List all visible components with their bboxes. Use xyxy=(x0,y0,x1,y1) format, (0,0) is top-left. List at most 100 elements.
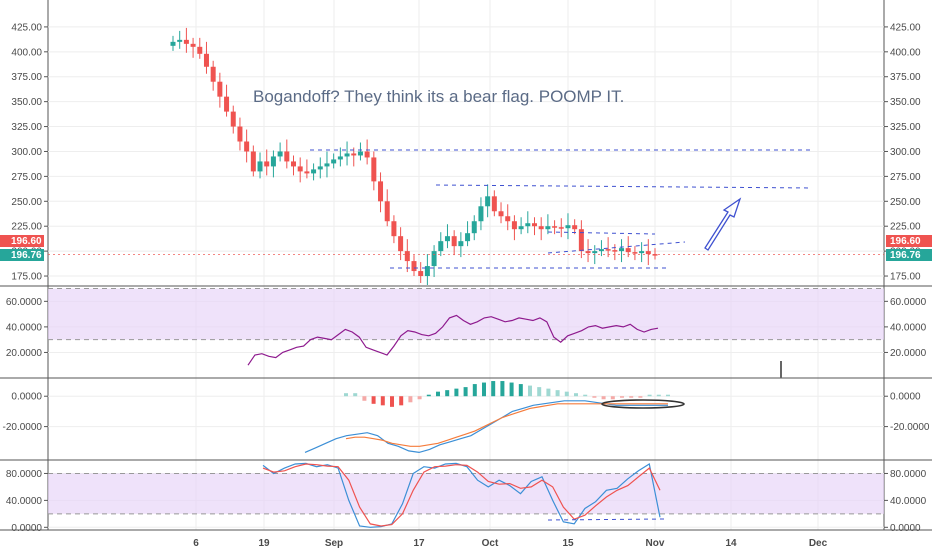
candle-body xyxy=(532,223,537,227)
y-tick-label-right: 350.00 xyxy=(890,97,921,108)
y-tick-label-left: 40.0000 xyxy=(6,322,43,333)
trend-drawings xyxy=(310,149,813,521)
macd-histogram-bar xyxy=(390,396,394,407)
macd-histogram-bar xyxy=(491,381,496,397)
y-tick-label-left: 20.0000 xyxy=(6,348,43,359)
price-badges: 196.60 196.76 196.60 196.76 xyxy=(0,235,932,261)
indicator-bands xyxy=(48,288,884,515)
y-tick-label-left: 275.00 xyxy=(11,172,42,183)
candle-body xyxy=(398,236,404,252)
indicator-lines xyxy=(247,314,670,528)
candle-body xyxy=(505,216,511,222)
candle-body xyxy=(498,211,504,217)
stoch-support-line[interactable] xyxy=(547,518,667,521)
macd-histogram-bar xyxy=(436,391,440,397)
y-tick-label-right: 400.00 xyxy=(890,47,921,58)
candle-body xyxy=(324,163,330,167)
macd-histogram-bar xyxy=(647,394,652,397)
macd-histogram-bar xyxy=(583,394,588,397)
flag-top-line[interactable] xyxy=(547,231,656,235)
y-tick-label-left: 225.00 xyxy=(11,222,42,233)
last-price-right-green: 196.76 xyxy=(890,250,921,261)
y-tick-label-left: 0.0000 xyxy=(11,392,42,403)
x-tick-label: Dec xyxy=(809,538,828,549)
candle-body xyxy=(311,169,317,174)
candle-body xyxy=(458,241,464,247)
macd-histogram-bar xyxy=(564,391,569,397)
y-tick-label-right: 80.0000 xyxy=(890,469,927,480)
candle-body xyxy=(525,223,531,227)
candle-body xyxy=(170,41,176,46)
candle-body xyxy=(545,226,551,230)
candle-body xyxy=(645,251,651,255)
candle-body xyxy=(190,43,196,47)
macd-histogram-bar xyxy=(509,382,514,397)
candle-body xyxy=(210,66,216,82)
macd-cross-ellipse[interactable] xyxy=(601,399,685,409)
y-tick-label-right: 60.0000 xyxy=(890,297,927,308)
macd-histogram-bar xyxy=(656,394,661,397)
stochastic-band xyxy=(48,473,884,514)
flag-bottom-line[interactable] xyxy=(547,241,686,254)
candle-body xyxy=(625,248,631,253)
panes xyxy=(48,0,884,530)
macd-histogram-bar xyxy=(399,396,404,406)
macd-histogram-bar xyxy=(629,396,634,398)
y-tick-label-left: 425.00 xyxy=(11,22,42,33)
macd-histogram-bar xyxy=(537,387,542,397)
macd-histogram-bar xyxy=(445,390,450,397)
candle-body xyxy=(224,96,230,112)
candle-body xyxy=(598,249,604,252)
macd-histogram-bar xyxy=(592,396,597,398)
x-tick-label: Nov xyxy=(646,538,665,549)
y-tick-label-left: -20.0000 xyxy=(3,422,43,433)
x-tick-label: 19 xyxy=(258,538,270,549)
y-tick-label-right: 300.00 xyxy=(890,147,921,158)
macd-histogram-bar xyxy=(472,384,477,397)
candle-body xyxy=(257,161,263,172)
last-price-badge-right-green xyxy=(886,249,932,261)
macd-histogram-bar xyxy=(601,396,606,400)
macd-histogram-bar xyxy=(353,393,358,397)
stoch-d-line xyxy=(262,463,661,527)
y-axes: 425.00 425.00 400.00 400.00 375.00 375.00 350.… xyxy=(3,22,930,533)
x-tick-label: Sep xyxy=(325,538,343,549)
candle-body xyxy=(230,111,236,127)
candle-body xyxy=(250,151,256,172)
y-tick-label-right: 425.00 xyxy=(890,22,921,33)
candle-body xyxy=(183,39,189,44)
y-tick-label-right: 20.0000 xyxy=(890,348,927,359)
last-price-badge-left-red xyxy=(0,235,44,247)
candle-body xyxy=(284,151,290,162)
candle-body xyxy=(351,153,357,156)
y-tick-label-right: 375.00 xyxy=(890,72,921,83)
candle-body xyxy=(424,266,430,277)
y-tick-label-right: 325.00 xyxy=(890,122,921,133)
candle-body xyxy=(391,221,397,237)
macd-histogram-bar xyxy=(528,385,532,397)
candle-body xyxy=(652,254,658,256)
y-tick-label-right: 0.0000 xyxy=(890,392,921,403)
macd-histogram-bar xyxy=(620,396,624,398)
last-price-left-green: 196.76 xyxy=(11,250,42,261)
candle-body xyxy=(237,126,243,142)
macd-histogram-bar xyxy=(482,382,486,397)
y-tick-label-left: 80.0000 xyxy=(6,469,43,480)
resistance-line-mid[interactable] xyxy=(435,184,813,189)
candle-body xyxy=(357,151,363,156)
macd-histogram-bar xyxy=(666,394,670,397)
rsi-band xyxy=(48,288,884,340)
x-tick-label: 6 xyxy=(193,538,199,549)
macd-histogram-bar xyxy=(408,396,413,403)
signal-line xyxy=(345,403,668,447)
y-tick-label-left: 400.00 xyxy=(11,47,42,58)
candle-body xyxy=(565,225,571,229)
y-tick-label-left: 375.00 xyxy=(11,72,42,83)
candle-body xyxy=(337,156,343,160)
y-tick-label-left: 40.0000 xyxy=(6,496,43,507)
candle-body xyxy=(538,226,544,230)
candle-body xyxy=(277,151,283,157)
pump-arrow[interactable] xyxy=(704,197,742,251)
candle-body xyxy=(344,153,350,157)
